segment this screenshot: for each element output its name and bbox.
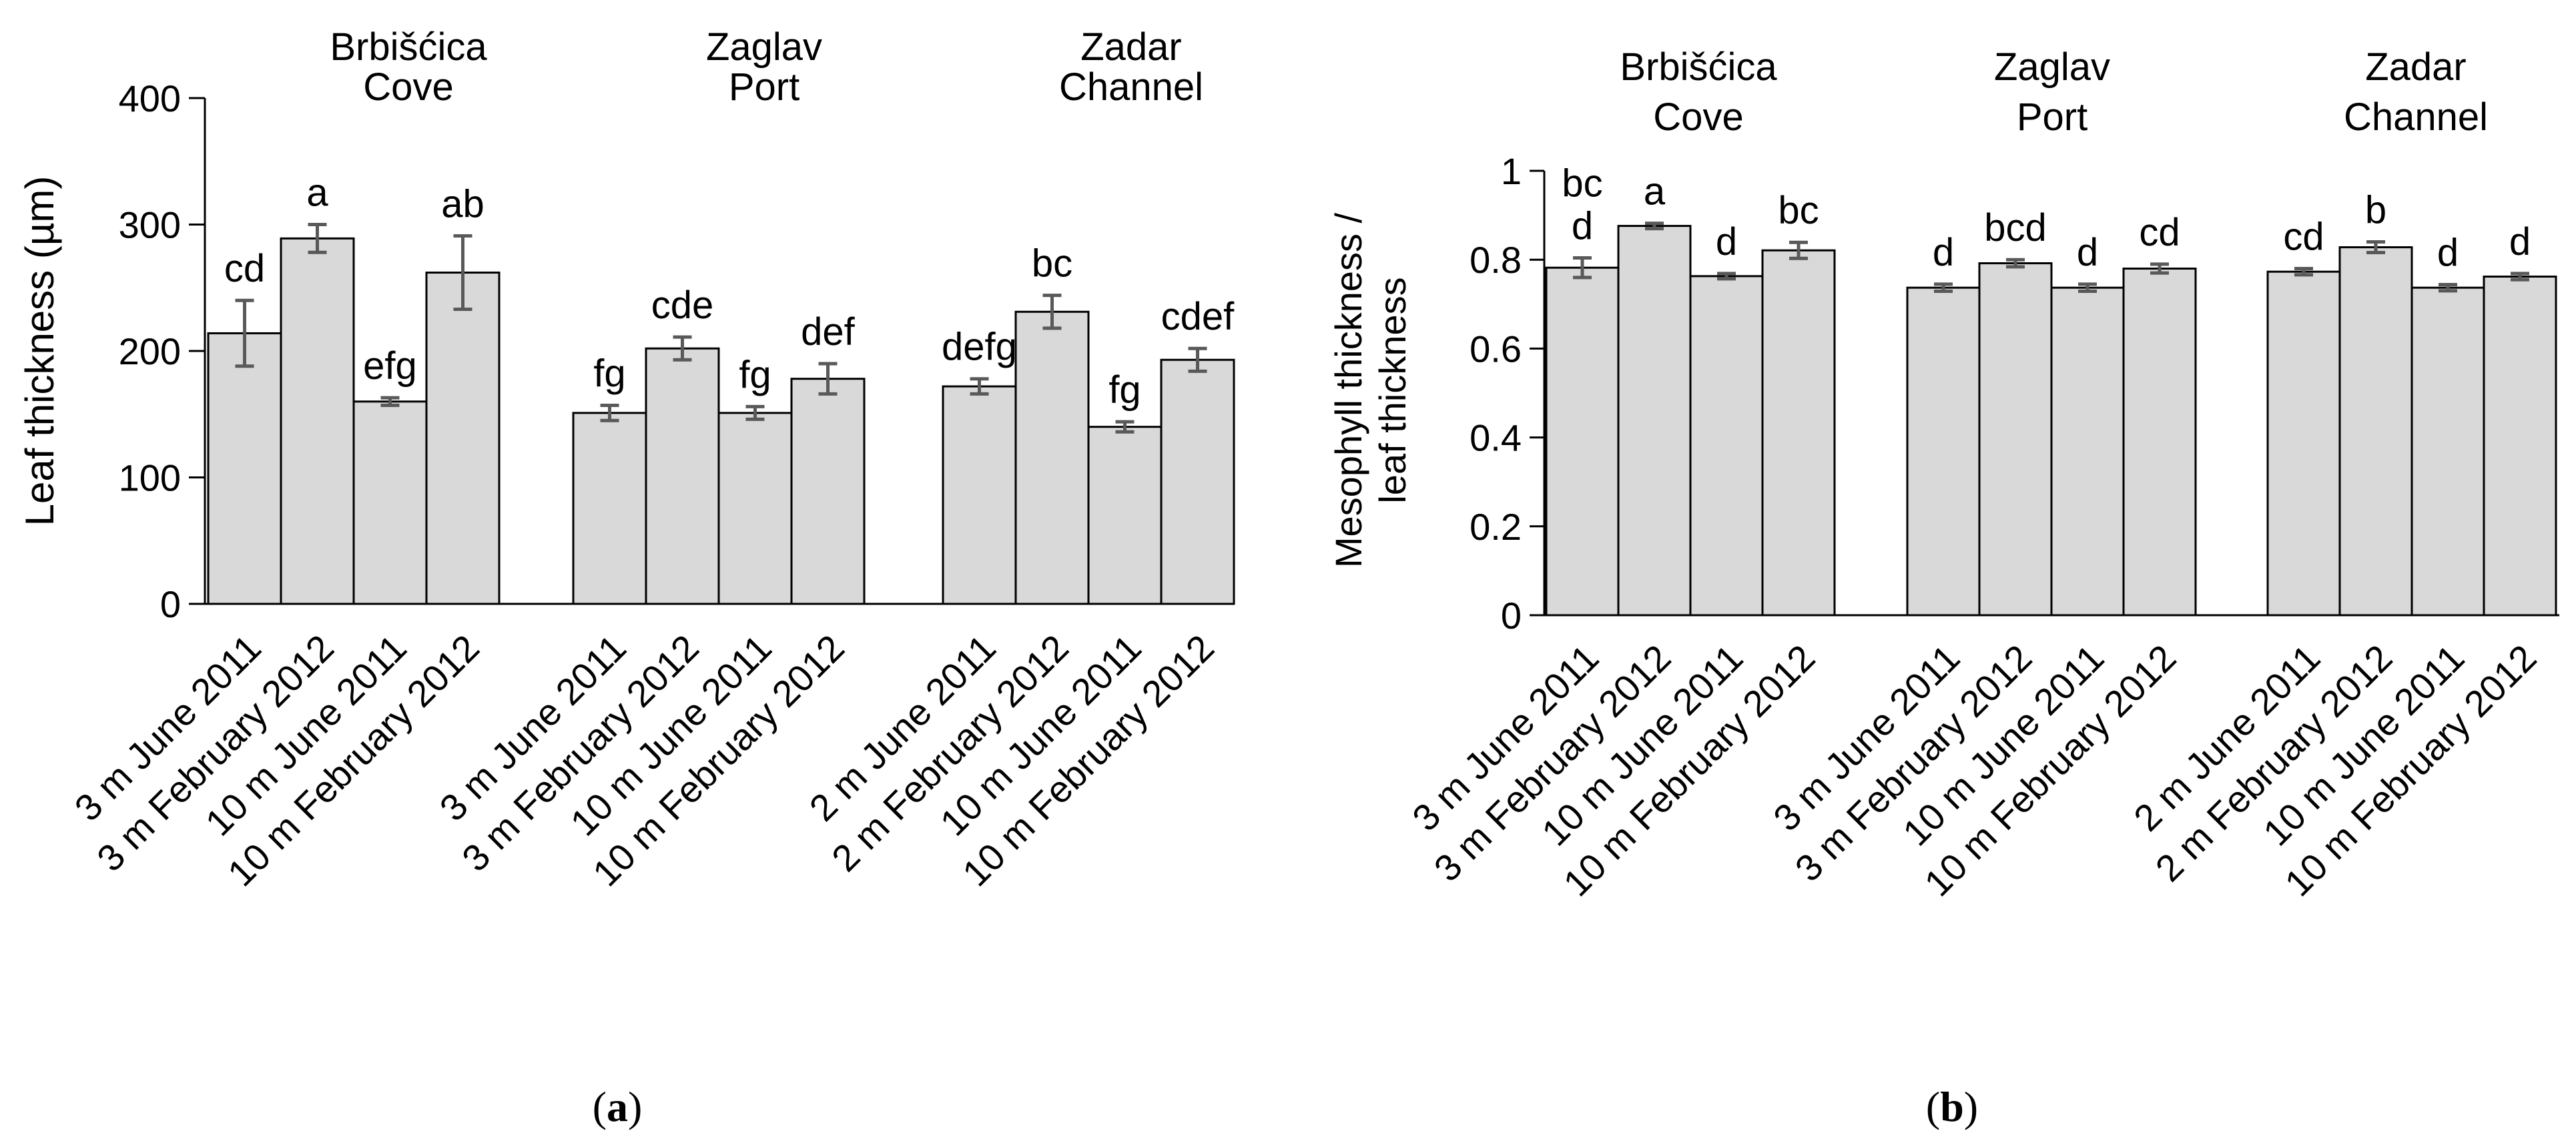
significance-letter: bc (1778, 189, 1819, 232)
group-title: Port (729, 65, 799, 109)
group-title: Cove (1653, 95, 1743, 139)
significance-letter: fg (1108, 368, 1141, 412)
group-title: Zaglav (1994, 45, 2110, 89)
group-title: Port (2017, 95, 2087, 139)
bar (645, 347, 720, 605)
group-title: Zadar (1080, 25, 1182, 69)
group-title: Channel (2344, 95, 2488, 139)
bar (2483, 276, 2557, 617)
y-axis-title-line: Mesophyll thickness / (1327, 212, 1369, 568)
y-axis-title-line: leaf thickness (1371, 277, 1413, 503)
significance-letter: fg (739, 353, 771, 396)
bar (790, 378, 866, 605)
significance-letter: bc (1562, 162, 1602, 206)
y-tick-label: 0 (160, 583, 181, 625)
group-title: Zaglav (706, 25, 822, 69)
bar (1160, 358, 1235, 605)
group-title: Zadar (2365, 45, 2467, 89)
bar (2122, 268, 2197, 617)
significance-letter: d (2437, 231, 2459, 274)
bar (1689, 275, 1764, 617)
panel-label-a: (a) (593, 1083, 643, 1130)
significance-letter: cd (224, 247, 265, 290)
y-tick-label: 0.4 (1470, 417, 1522, 459)
y-tick-label: 300 (119, 204, 181, 246)
significance-letter: a (306, 171, 328, 215)
group-title: Cove (363, 65, 453, 109)
y-tick-label: 0 (1501, 595, 1522, 637)
significance-letter: def (801, 310, 856, 354)
y-tick-label: 200 (119, 330, 181, 372)
significance-letter: d (1572, 205, 1593, 248)
y-axis-title: Mesophyll thickness /leaf thickness (1327, 212, 1413, 568)
significance-letter: bc (1032, 242, 1072, 286)
bar (2050, 286, 2125, 617)
group-title: Brbišćica (1620, 45, 1777, 89)
significance-letter: fg (593, 352, 625, 395)
chart-a-leaf-thickness: 0 100 200 300 400 Leaf thickness (µm) Brbišćic… (17, 25, 1235, 894)
y-tick-label: 0.8 (1470, 239, 1522, 281)
bar (425, 272, 501, 605)
bar (280, 237, 355, 605)
bar (2266, 270, 2341, 617)
bar (352, 400, 428, 605)
bar (207, 332, 282, 605)
significance-letter: d (1716, 220, 1737, 264)
y-tick-label: 1 (1501, 150, 1522, 192)
y-tick-label: 400 (119, 77, 181, 119)
group-title: Channel (1059, 65, 1203, 109)
bar (942, 385, 1017, 605)
y-axis-title: Leaf thickness (µm) (17, 176, 62, 526)
bar (1087, 426, 1163, 605)
significance-letter: cde (651, 284, 714, 327)
significance-letter: bcd (1984, 206, 2047, 250)
bar (1545, 266, 1620, 617)
bar (2338, 246, 2413, 617)
group-title: Brbišćica (330, 25, 487, 69)
bar (1761, 249, 1836, 617)
bar (2410, 286, 2485, 617)
bar (717, 412, 793, 605)
chart-b-mesophyll-ratio: 0 0.2 0.4 0.6 0.8 1 Mesophyll thickness /leaf … (1327, 45, 2559, 904)
significance-letter: cd (2139, 211, 2180, 254)
bar (572, 412, 647, 605)
significance-letter: ab (441, 183, 485, 226)
y-tick-label: 100 (119, 457, 181, 499)
bar (1617, 225, 1692, 617)
bar (1978, 262, 2053, 617)
significance-letter: cdef (1161, 295, 1235, 338)
bar (1906, 286, 1981, 617)
significance-letter: d (2077, 231, 2098, 274)
bar (1014, 310, 1090, 605)
significance-letter: efg (363, 344, 417, 388)
significance-letter: d (1933, 231, 1954, 274)
y-tick-label: 0.6 (1470, 328, 1522, 370)
significance-letter: a (1644, 170, 1666, 214)
significance-letter: b (2365, 189, 2386, 232)
significance-letter: d (2509, 220, 2531, 264)
significance-letter: defg (942, 326, 1017, 369)
panel-label-b: (b) (1926, 1083, 1978, 1130)
y-tick-label: 0.2 (1470, 506, 1522, 548)
significance-letter: cd (2283, 216, 2324, 259)
